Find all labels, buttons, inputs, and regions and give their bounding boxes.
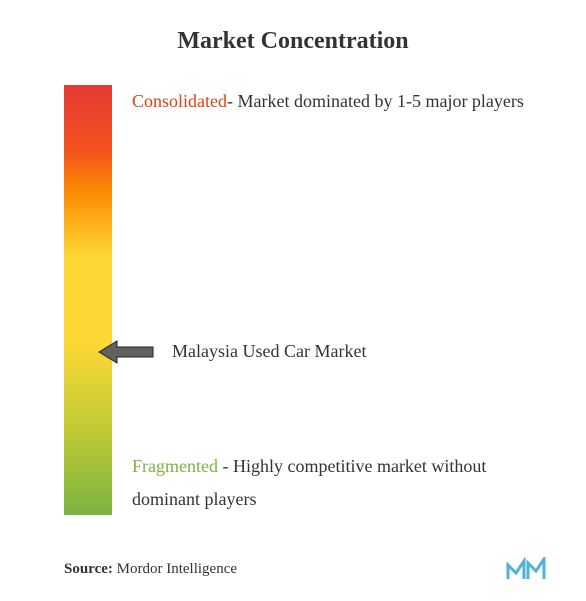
mordor-logo-icon xyxy=(506,557,546,581)
concentration-gradient-bar xyxy=(64,85,112,515)
source-row: Source: Mordor Intelligence xyxy=(64,557,546,581)
source-text: Source: Mordor Intelligence xyxy=(64,561,237,578)
consolidated-label: Consolidated xyxy=(132,91,227,111)
consolidated-text: - Market dominated by 1-5 major players xyxy=(227,91,524,111)
source-value: Mordor Intelligence xyxy=(117,561,237,577)
descriptions-column: Consolidated- Market dominated by 1-5 ma… xyxy=(112,85,546,515)
market-marker: Malaysia Used Car Market xyxy=(97,337,366,367)
fragmented-label: Fragmented xyxy=(132,456,218,476)
consolidated-description: Consolidated- Market dominated by 1-5 ma… xyxy=(132,85,536,117)
fragmented-description: Fragmented - Highly competitive market w… xyxy=(132,450,536,515)
arrow-left-icon xyxy=(97,337,157,367)
page-title: Market Concentration xyxy=(40,28,546,55)
marker-label: Malaysia Used Car Market xyxy=(172,341,366,362)
source-label: Source: xyxy=(64,561,113,577)
content-row: Consolidated- Market dominated by 1-5 ma… xyxy=(40,85,546,515)
